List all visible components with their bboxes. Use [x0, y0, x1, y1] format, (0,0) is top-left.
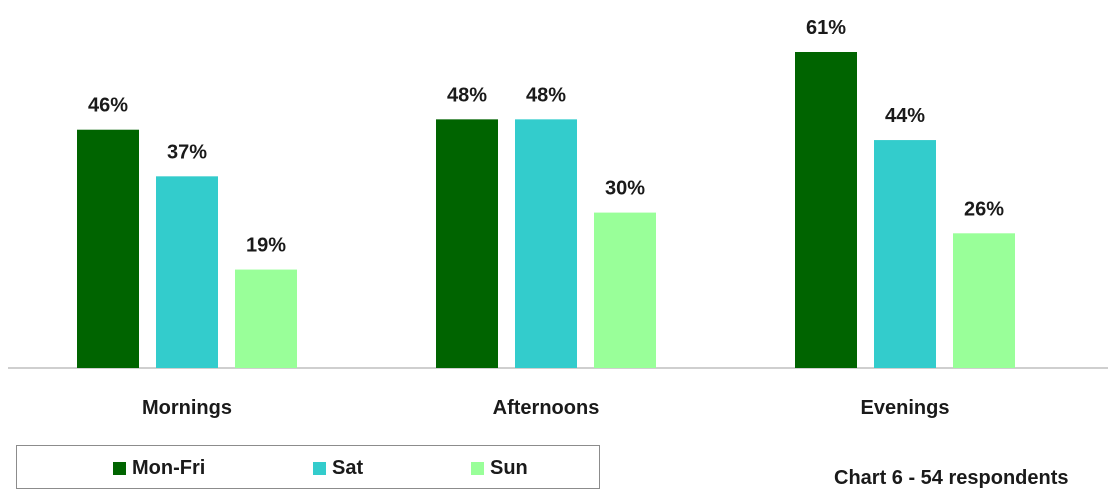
data-label-afternoons-sun: 30% — [605, 178, 645, 200]
category-label-evenings: Evenings — [861, 397, 950, 419]
data-label-mornings-sun: 19% — [246, 235, 286, 257]
legend-label-sat: Sat — [332, 457, 364, 479]
legend-item-sun: Sun — [471, 457, 528, 480]
data-label-mornings-mon-fri: 46% — [88, 95, 128, 117]
bar-mornings-mon-fri — [77, 129, 139, 368]
legend-swatch-sat — [313, 462, 326, 475]
category-labels-group: Mornings Afternoons Evenings — [142, 397, 949, 419]
category-label-mornings: Mornings — [142, 397, 232, 419]
bar-evenings-mon-fri — [795, 52, 857, 368]
category-label-afternoons: Afternoons — [493, 397, 600, 419]
data-label-afternoons-mon-fri: 48% — [447, 84, 487, 106]
bar-chart: 46% 37% 19% 48% 48% 30% 61% 44% 26% Mornings Afte… — [8, 17, 1108, 419]
bars-group — [77, 52, 1015, 368]
legend-item-sat: Sat — [313, 457, 363, 480]
legend-swatch-sun — [471, 462, 484, 475]
bar-afternoons-sun — [594, 212, 656, 368]
legend-item-mon-fri: Mon-Fri — [113, 457, 205, 480]
bar-mornings-sat — [156, 176, 218, 368]
legend-label-sun: Sun — [490, 457, 528, 479]
bar-evenings-sun — [953, 233, 1015, 368]
bar-evenings-sat — [874, 140, 936, 368]
data-label-evenings-sat: 44% — [885, 105, 925, 127]
legend-swatch-mon-fri — [113, 462, 126, 475]
data-labels-group: 46% 37% 19% 48% 48% 30% 61% 44% 26% — [88, 17, 1004, 257]
data-label-evenings-sun: 26% — [964, 198, 1004, 220]
legend-label-mon-fri: Mon-Fri — [132, 457, 206, 479]
bar-afternoons-mon-fri — [436, 119, 498, 368]
chart-caption: Chart 6 - 54 respondents — [834, 467, 1069, 489]
legend: Mon-Fri Sat Sun — [16, 445, 600, 489]
bar-afternoons-sat — [515, 119, 577, 368]
data-label-evenings-mon-fri: 61% — [806, 17, 846, 39]
data-label-mornings-sat: 37% — [167, 141, 207, 163]
data-label-afternoons-sat: 48% — [526, 84, 566, 106]
bar-mornings-sun — [235, 269, 297, 368]
